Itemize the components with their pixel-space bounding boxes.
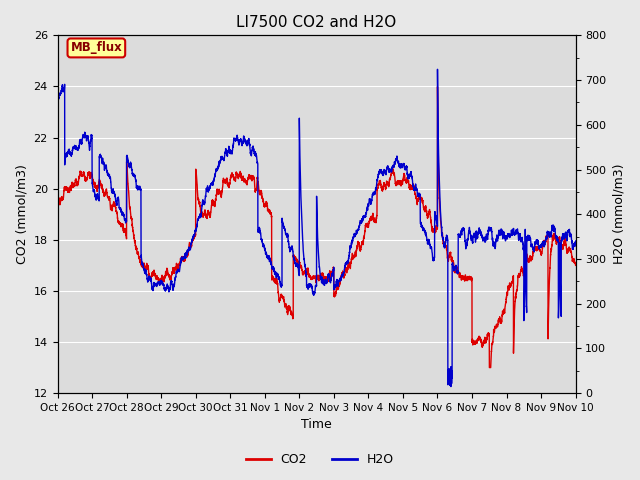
Y-axis label: CO2 (mmol/m3): CO2 (mmol/m3) xyxy=(15,164,28,264)
Legend: CO2, H2O: CO2, H2O xyxy=(241,448,399,471)
Y-axis label: H2O (mmol/m3): H2O (mmol/m3) xyxy=(612,164,625,264)
Title: LI7500 CO2 and H2O: LI7500 CO2 and H2O xyxy=(236,15,397,30)
Text: MB_flux: MB_flux xyxy=(70,41,122,54)
X-axis label: Time: Time xyxy=(301,419,332,432)
